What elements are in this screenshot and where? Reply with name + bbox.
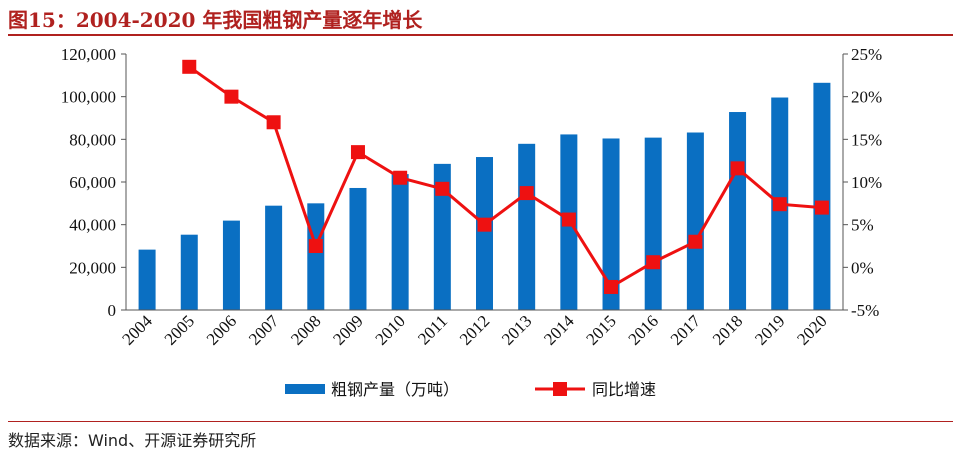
growth-marker-2009 xyxy=(350,145,365,160)
bar-2006 xyxy=(222,220,240,310)
bar-2004 xyxy=(138,249,156,310)
y-left-tick-label: 80,000 xyxy=(69,130,116,149)
x-tick-label-2006: 2006 xyxy=(203,311,240,348)
bar-2016 xyxy=(644,137,662,310)
y-right-tick-label: 5% xyxy=(851,216,874,235)
x-tick-label-2005: 2005 xyxy=(161,311,198,348)
growth-marker-2016 xyxy=(646,255,661,270)
legend-bar-label: 粗钢产量（万吨） xyxy=(331,380,459,399)
y-left-tick-label: 60,000 xyxy=(69,173,116,192)
y-left-tick-label: 20,000 xyxy=(69,258,116,277)
chart-title: 图15：2004-2020 年我国粗钢产量逐年增长 xyxy=(8,8,423,32)
growth-marker-2017 xyxy=(688,234,703,249)
bar-2012 xyxy=(476,157,493,310)
y-left-tick-label: 100,000 xyxy=(61,88,116,107)
y-right-tick-label: 10% xyxy=(851,173,882,192)
y-right-tick-label: 15% xyxy=(851,130,882,149)
x-tick-label-2015: 2015 xyxy=(582,311,619,348)
x-tick-label-2017: 2017 xyxy=(667,311,705,349)
growth-marker-2005 xyxy=(182,59,197,74)
title-divider xyxy=(8,34,953,36)
bar-2017 xyxy=(686,132,704,310)
growth-marker-2014 xyxy=(561,212,576,227)
x-tick-label-2020: 2020 xyxy=(793,311,830,348)
bar-2009 xyxy=(349,187,367,310)
bar-2005 xyxy=(180,234,198,310)
y-left-tick-label: 120,000 xyxy=(61,45,116,64)
legend-line-label: 同比增速 xyxy=(592,380,656,399)
growth-rate-line xyxy=(188,65,823,289)
growth-marker-2011 xyxy=(435,181,450,196)
y-right-tick-label: 20% xyxy=(851,88,882,107)
x-tick-label-2009: 2009 xyxy=(329,311,366,348)
x-tick-label-2013: 2013 xyxy=(498,311,535,348)
x-tick-label-2016: 2016 xyxy=(625,311,662,348)
growth-marker-2012 xyxy=(477,217,492,232)
bar-2020 xyxy=(813,82,831,310)
y-left-tick-label: 40,000 xyxy=(69,216,116,235)
source-note: 数据来源：Wind、开源证券研究所 xyxy=(8,431,257,450)
growth-marker-2015 xyxy=(604,279,619,294)
growth-marker-2019 xyxy=(772,197,787,212)
bar-2008 xyxy=(307,203,325,310)
x-tick-label-2014: 2014 xyxy=(540,311,578,349)
bar-2010 xyxy=(391,174,409,310)
y-right-tick-label: 0% xyxy=(851,258,874,277)
bar-2011 xyxy=(433,163,451,310)
growth-marker-2020 xyxy=(814,200,829,215)
bar-2018 xyxy=(729,112,747,310)
x-tick-label-2012: 2012 xyxy=(456,311,493,348)
growth-marker-2013 xyxy=(519,186,534,201)
growth-marker-2010 xyxy=(393,170,408,185)
bar-2015 xyxy=(602,138,620,310)
y-left-tick-label: 0 xyxy=(108,301,117,320)
growth-marker-2008 xyxy=(308,239,323,253)
growth-marker-2007 xyxy=(266,115,281,130)
growth-marker-2006 xyxy=(224,89,239,104)
x-tick-label-2010: 2010 xyxy=(371,311,408,348)
x-tick-label-2008: 2008 xyxy=(287,311,324,348)
x-tick-label-2019: 2019 xyxy=(751,311,788,348)
growth-marker-2018 xyxy=(730,161,745,176)
bar-2007 xyxy=(265,205,283,310)
x-tick-label-2007: 2007 xyxy=(245,311,283,349)
bar-2013 xyxy=(518,143,536,310)
legend-line-marker xyxy=(553,382,567,396)
y-right-tick-label: -5% xyxy=(851,301,879,320)
x-tick-label-2004: 2004 xyxy=(118,311,156,349)
legend-bar-swatch xyxy=(285,384,325,394)
y-right-tick-label: 25% xyxy=(851,45,882,64)
x-tick-label-2011: 2011 xyxy=(414,311,451,348)
source-divider xyxy=(8,421,953,422)
x-tick-label-2018: 2018 xyxy=(709,311,746,348)
